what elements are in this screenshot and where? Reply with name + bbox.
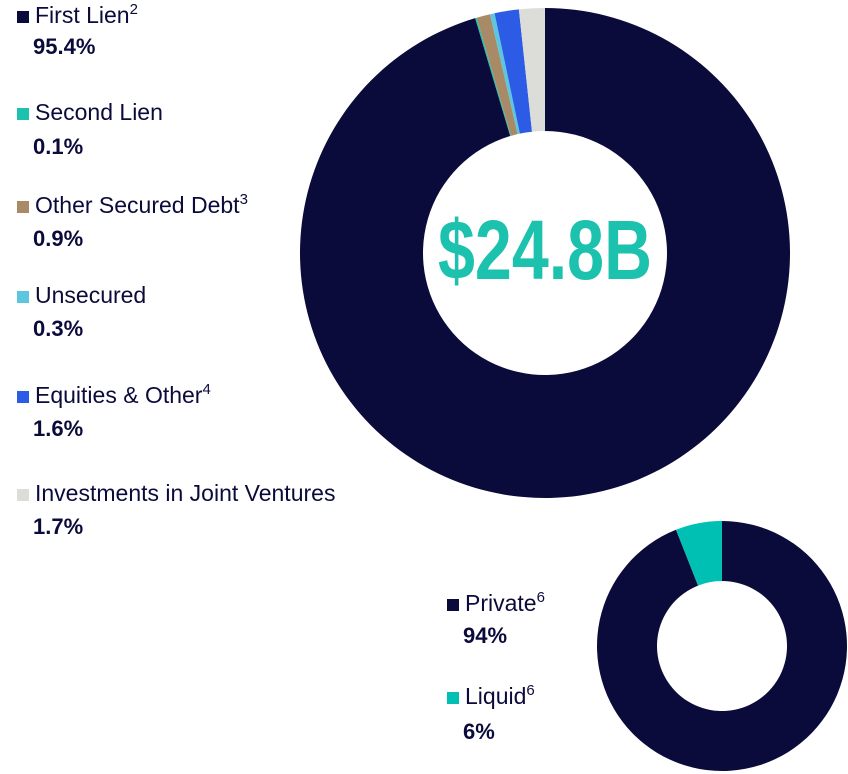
donut-segment	[476, 14, 518, 136]
value-label: 94%	[463, 623, 507, 648]
value-label: 95.4%	[33, 34, 95, 59]
donut-segment	[518, 8, 545, 132]
legend-name: Liquid	[465, 683, 526, 709]
legend-label: Other Secured Debt3	[35, 191, 248, 218]
value-label: 1.6%	[33, 416, 83, 441]
legend-label: Equities & Other4	[35, 381, 211, 408]
footnote: 6	[537, 589, 545, 606]
value-label: 6%	[463, 719, 495, 744]
donut-segment	[675, 521, 722, 586]
legend-name: Other Secured Debt	[35, 192, 240, 218]
legend-swatch	[17, 108, 29, 120]
legend-name: Private	[465, 590, 537, 616]
legend-swatch	[17, 201, 29, 213]
value-label: 0.9%	[33, 226, 83, 251]
legend-label: First Lien2	[35, 1, 138, 28]
legend-label: Unsecured	[35, 282, 146, 308]
legend-name: Equities & Other	[35, 382, 203, 408]
value-label: 1.7%	[33, 514, 83, 539]
donut-segment	[490, 13, 520, 135]
legend-name: Unsecured	[35, 282, 146, 308]
legend-swatch	[17, 11, 29, 23]
legend-swatch	[447, 599, 459, 611]
legend-label: Liquid6	[465, 682, 535, 709]
legend-swatch	[17, 489, 29, 501]
center-label: $24.8B	[438, 203, 652, 297]
legend-label: Investments in Joint Ventures	[35, 480, 335, 506]
legend-label: Second Lien	[35, 99, 163, 125]
legend-name: Investments in Joint Ventures	[35, 480, 335, 506]
legend-swatch	[447, 692, 459, 704]
legend-swatch	[17, 391, 29, 403]
footnote: 4	[202, 381, 210, 398]
legend-swatch	[17, 291, 29, 303]
donut-segment	[300, 8, 791, 498]
legend-name: Second Lien	[35, 99, 163, 125]
footnote: 6	[526, 682, 534, 699]
footnote: 2	[130, 1, 138, 18]
value-label: 0.3%	[33, 316, 83, 341]
donut-segment	[494, 9, 532, 134]
legend-label: Private6	[465, 589, 545, 616]
footnote: 3	[240, 191, 248, 208]
donut-segment	[475, 17, 511, 137]
value-label: 0.1%	[33, 134, 83, 159]
legend-name: First Lien	[35, 2, 130, 28]
donut-segment	[597, 521, 848, 771]
